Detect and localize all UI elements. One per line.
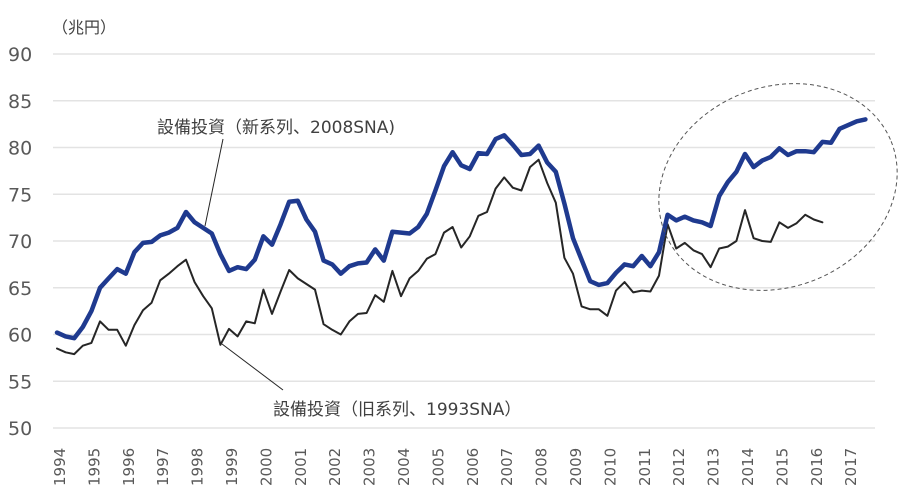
y-tick-label: 75 — [8, 184, 32, 206]
gridlines — [53, 53, 875, 429]
y-tick-label: 50 — [8, 418, 32, 440]
y-axis-ticks: 50 55 60 65 70 75 80 85 90 — [8, 44, 32, 440]
y-tick-label: 60 — [8, 325, 32, 347]
x-tick-label: 2010 — [601, 448, 619, 486]
x-tick-label: 2014 — [739, 448, 757, 486]
x-tick-label: 2006 — [464, 448, 482, 486]
new-series-label: 設備投資（新系列、2008SNA) — [157, 118, 395, 138]
x-tick-label: 2000 — [257, 448, 275, 486]
x-tick-label: 2001 — [292, 448, 310, 486]
x-tick-label: 1995 — [85, 448, 103, 486]
old-series-leader-line — [221, 343, 284, 391]
x-tick-label: 2003 — [361, 448, 379, 486]
x-tick-label: 2005 — [429, 448, 447, 486]
old-series-label: 設備投資（旧系列、1993SNA） — [273, 400, 521, 420]
x-tick-label: 2004 — [395, 448, 413, 486]
y-tick-label: 85 — [8, 91, 32, 113]
series-line-new-2008sna — [54, 117, 868, 341]
x-tick-label: 2009 — [567, 448, 585, 486]
x-tick-label: 1997 — [154, 448, 172, 486]
series-lines — [54, 117, 868, 356]
x-axis-ticks: 1994 1995 1996 1997 1998 1999 2000 2001 2002 2003… — [51, 448, 860, 486]
x-tick-label: 2013 — [705, 448, 723, 486]
x-tick-label: 2012 — [670, 448, 688, 486]
x-tick-label: 1998 — [189, 448, 207, 486]
highlight-ellipse — [658, 83, 898, 291]
x-tick-label: 2015 — [773, 448, 791, 486]
x-tick-label: 2016 — [808, 448, 826, 486]
y-tick-label: 65 — [8, 278, 32, 300]
x-tick-label: 2002 — [326, 448, 344, 486]
y-axis-unit-label: （兆円） — [52, 18, 116, 37]
x-tick-label: 1996 — [120, 448, 138, 486]
y-tick-label: 70 — [8, 231, 32, 253]
y-tick-label: 80 — [8, 138, 32, 160]
series-line-old-1993sna — [56, 158, 824, 356]
x-tick-label: 2008 — [533, 448, 551, 486]
x-tick-label: 1994 — [51, 448, 69, 486]
x-tick-label: 1999 — [223, 448, 241, 486]
x-tick-label: 2007 — [498, 448, 516, 486]
x-tick-label: 2017 — [842, 448, 860, 486]
new-series-leader-line — [204, 138, 224, 227]
x-tick-label: 2011 — [636, 448, 654, 486]
y-tick-label: 90 — [8, 44, 32, 66]
y-tick-label: 55 — [8, 371, 32, 393]
